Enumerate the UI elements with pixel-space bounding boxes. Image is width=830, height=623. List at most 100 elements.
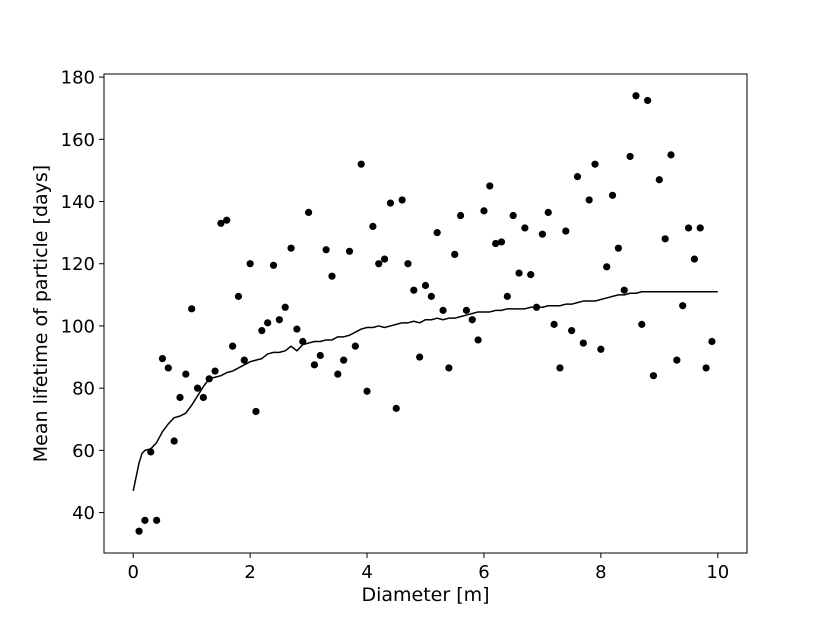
scatter-point <box>193 384 202 392</box>
scatter-point <box>147 448 155 456</box>
y-tick-label: 60 <box>72 441 95 462</box>
scatter-point <box>644 96 652 105</box>
scatter-point <box>585 196 593 204</box>
scatter-point <box>649 372 658 380</box>
y-axis-ticks: 40 60 80 100 120 140 160 180 <box>61 68 104 524</box>
scatter-point <box>439 306 447 314</box>
scatter-point <box>527 271 535 279</box>
scatter-point <box>579 339 587 347</box>
scatter-point <box>252 407 260 416</box>
y-axis-label: Mean lifetime of particle [days] <box>30 165 52 462</box>
scatter-point <box>410 286 418 294</box>
scatter-point <box>258 327 266 335</box>
scatter-point <box>188 305 196 313</box>
x-axis-label: Diameter [m] <box>361 584 489 606</box>
scatter-point <box>690 255 698 263</box>
scatter-point <box>667 151 675 159</box>
fit-line <box>132 290 718 491</box>
x-tick-label: 2 <box>244 562 255 583</box>
y-tick-label: 180 <box>61 68 95 89</box>
scatter-point <box>603 263 611 271</box>
scatter-point <box>515 269 523 277</box>
scatter-point <box>310 361 319 369</box>
scatter-point <box>141 516 149 524</box>
scatter-point <box>345 247 354 255</box>
x-axis-ticks: 0 2 4 6 8 10 <box>128 553 729 583</box>
scatter-point <box>240 356 248 364</box>
scatter-point <box>626 152 634 161</box>
scatter-point <box>620 286 628 294</box>
scatter-point <box>445 364 453 372</box>
scatter-point <box>696 224 704 232</box>
scatter-point <box>538 230 547 238</box>
scatter-point <box>234 292 243 300</box>
x-tick-label: 6 <box>478 562 489 583</box>
scatter-point <box>608 191 617 199</box>
scatter-point <box>322 246 330 254</box>
scatter-point <box>304 208 313 217</box>
fit-line-series <box>132 290 718 491</box>
scatter-series <box>135 92 716 535</box>
scatter-point <box>269 261 278 269</box>
scatter-point <box>369 222 377 231</box>
y-tick-label: 40 <box>72 503 95 524</box>
scatter-point <box>550 320 558 328</box>
y-tick-label: 120 <box>61 254 95 275</box>
scatter-point <box>223 216 231 224</box>
scatter-point <box>632 92 640 100</box>
scatter-point <box>334 370 342 378</box>
x-tick-label: 10 <box>706 562 729 583</box>
scatter-point <box>386 199 395 207</box>
plot-area <box>103 73 748 554</box>
scatter-point <box>708 337 716 346</box>
scatter-point <box>287 244 295 252</box>
scatter-point <box>281 303 289 311</box>
scatter-point <box>275 316 283 324</box>
scatter-point <box>503 292 511 300</box>
scatter-point <box>211 367 219 375</box>
scatter-point <box>398 196 406 204</box>
x-tick-label: 4 <box>361 562 372 583</box>
scatter-point <box>591 160 599 168</box>
scatter-point <box>427 292 435 300</box>
scatter-point <box>176 393 184 402</box>
scatter-point <box>474 336 482 344</box>
scatter-point <box>351 342 359 350</box>
scatter-point <box>702 364 710 372</box>
x-tick-label: 0 <box>128 562 139 583</box>
scatter-point <box>170 437 178 445</box>
scatter-point <box>614 244 623 252</box>
scatter-point <box>509 211 517 220</box>
scatter-point <box>673 356 681 364</box>
y-tick-label: 80 <box>72 379 95 400</box>
scatter-point <box>497 238 506 246</box>
scatter-point <box>293 325 301 333</box>
scatter-point <box>468 316 476 324</box>
scatter-point <box>562 227 570 235</box>
scatter-point <box>375 260 383 268</box>
scatter-point <box>456 211 465 220</box>
scatter-point <box>164 364 172 372</box>
scatter-point <box>544 208 552 217</box>
scatter-point <box>684 224 693 232</box>
scatter-point <box>532 303 541 311</box>
scatter-point <box>404 260 412 268</box>
y-tick-label: 100 <box>61 316 95 337</box>
y-tick-label: 140 <box>61 192 95 213</box>
scatter-point <box>153 516 161 524</box>
scatter-point <box>568 327 576 335</box>
y-tick-label: 160 <box>61 130 95 151</box>
scatter-point <box>492 239 500 248</box>
scatter-point <box>217 219 225 227</box>
scatter-point <box>380 255 389 263</box>
scatter-point <box>486 182 494 190</box>
scatter-point <box>480 207 488 215</box>
scatter-point <box>205 375 213 383</box>
scatter-point <box>679 302 687 310</box>
scatter-point <box>433 229 441 237</box>
scatter-point <box>264 319 272 327</box>
scatter-point <box>316 351 324 360</box>
scatter-point <box>573 173 582 181</box>
scatter-point <box>597 345 605 353</box>
